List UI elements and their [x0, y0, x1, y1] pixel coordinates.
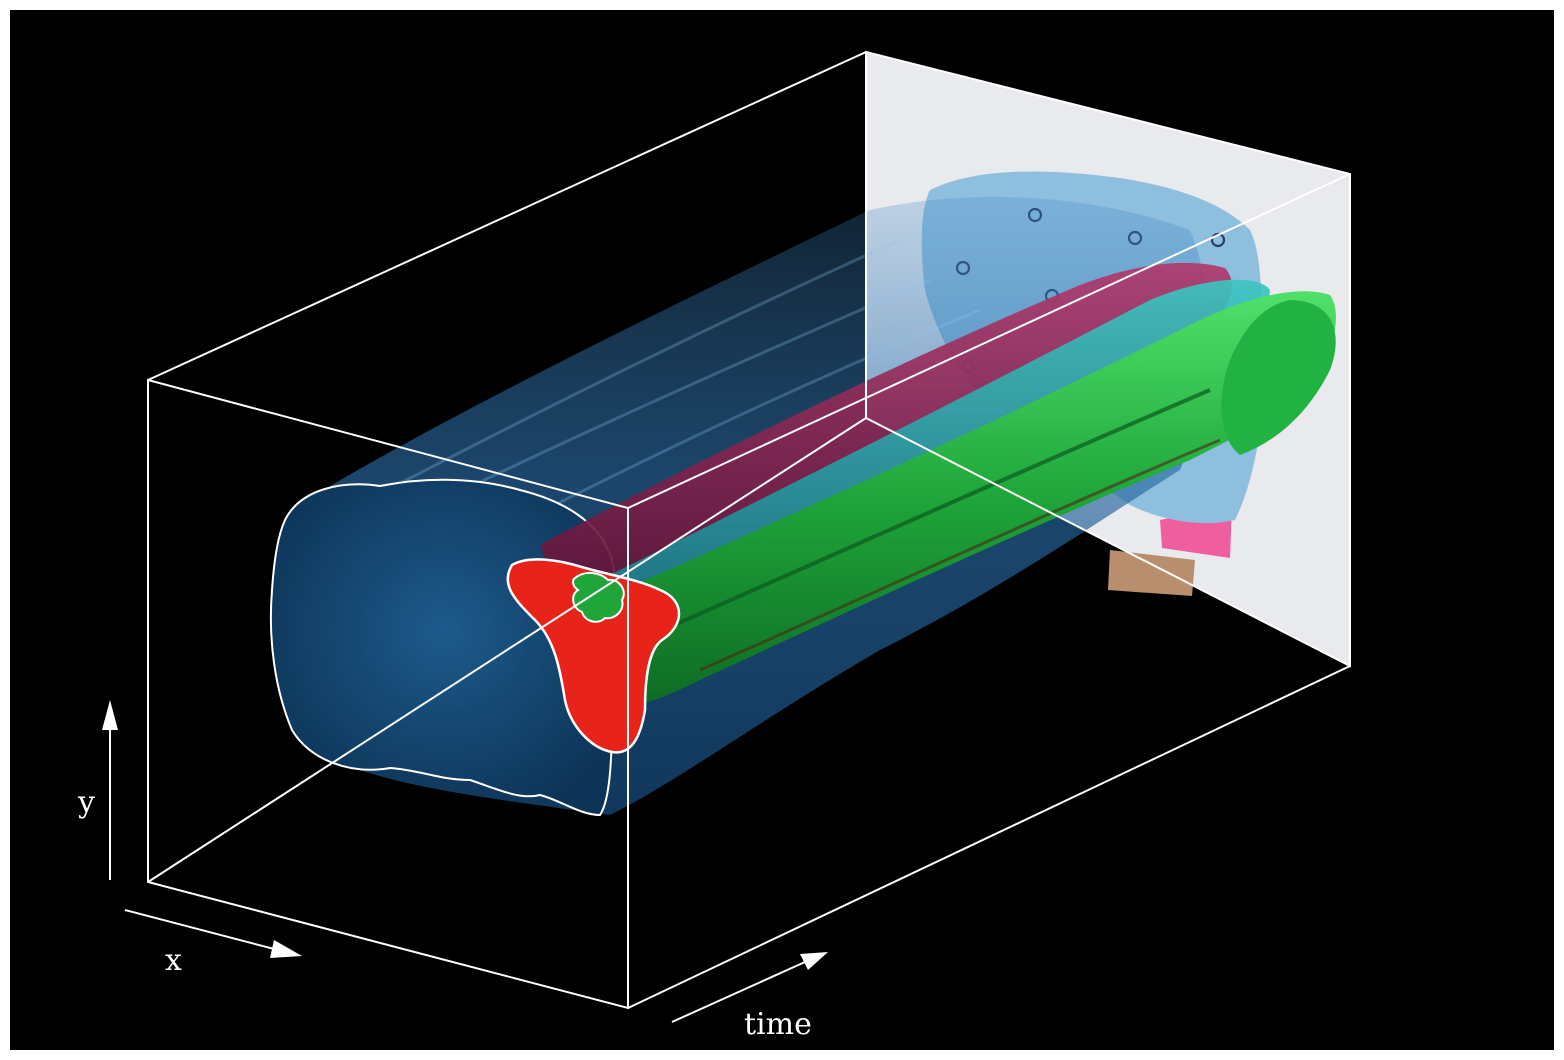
x-axis-arrow	[124, 909, 302, 958]
x-arrow-head	[270, 940, 302, 958]
box-edge-bottom-right	[627, 665, 1351, 1009]
x-axis-label: x	[165, 943, 182, 978]
red-cross-section	[506, 558, 681, 754]
time-axis-label: time	[744, 1007, 812, 1042]
box-edge-bottom-left	[147, 417, 867, 883]
y-axis-arrow	[102, 700, 118, 880]
time-axis-arrow	[671, 952, 828, 1023]
time-arrow-head	[800, 952, 828, 970]
green-tube-ridge	[639, 388, 1211, 642]
box-back-face	[865, 50, 1351, 668]
box-edge-top-right	[627, 173, 1351, 509]
green-tube-body	[600, 291, 1336, 707]
green-tube-shadow-line	[699, 438, 1221, 672]
back-plane-tan-patch	[1108, 550, 1195, 596]
green-volume	[600, 291, 1336, 707]
y-arrow-head	[102, 700, 118, 730]
y-axis-label: y	[77, 785, 95, 820]
green-end-cap	[1221, 300, 1336, 455]
box-edge-top-left	[147, 51, 867, 381]
bounding-box	[147, 50, 1351, 1010]
green-cross-section	[572, 572, 625, 623]
